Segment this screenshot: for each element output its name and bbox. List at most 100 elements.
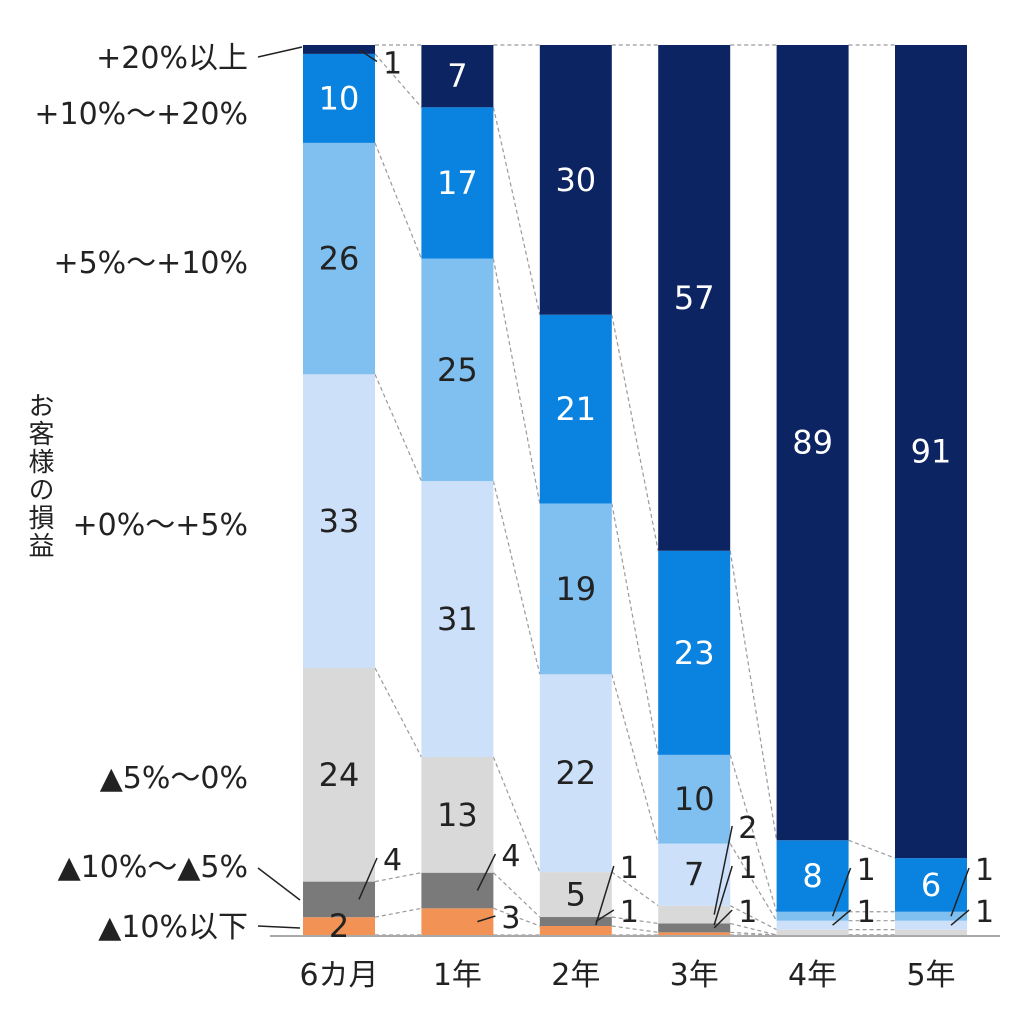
connector-line [492, 480, 541, 675]
connector-line [729, 843, 778, 922]
bar-value-label: 23 [674, 634, 715, 672]
x-tick-label: 2年 [551, 958, 600, 993]
bar-value-label: 21 [555, 390, 596, 428]
bar-segment [421, 45, 494, 108]
y-axis-label: お客様の損益 [24, 392, 54, 560]
bar-segment [421, 757, 494, 873]
connector-line [611, 674, 659, 844]
connector-line [374, 872, 422, 883]
x-tick-label: 4年 [788, 958, 837, 993]
bar-segment [303, 45, 375, 54]
bar-value-label: 8 [802, 857, 822, 895]
callout-leader [713, 865, 733, 926]
callout-value-label: 2 [738, 811, 757, 846]
bar-value-label: 5 [566, 876, 586, 914]
connector-line [611, 925, 659, 933]
bar-segment [658, 550, 731, 755]
connector-line [374, 374, 422, 482]
bar-segment [895, 911, 967, 921]
callout-value-label: 4 [383, 843, 402, 878]
callout-value-label: 1 [383, 46, 402, 81]
bar-value-label: 2 [329, 907, 349, 945]
bar-segment [421, 908, 494, 935]
bar-segment [303, 53, 375, 143]
x-tick-label: 1年 [433, 958, 482, 993]
connector-line [374, 142, 422, 259]
bar-value-label: 22 [555, 754, 596, 792]
bar-segment [421, 872, 494, 909]
callout-value-label: 1 [857, 895, 876, 930]
bar-value-label: 33 [319, 502, 360, 540]
connector-line [374, 907, 422, 918]
connector-line [374, 53, 422, 108]
connector-line [492, 107, 541, 315]
callout-value-label: 3 [501, 901, 520, 936]
bar-value-label: 89 [792, 424, 833, 462]
connector-line [611, 916, 659, 925]
callout-value-label: 4 [501, 839, 520, 874]
callout-value-label: 1 [975, 853, 994, 888]
bar-value-label: 57 [674, 279, 715, 317]
bar-segment [539, 917, 612, 927]
legend-label: ▲10%以下 [98, 910, 248, 945]
bar-segment [539, 314, 612, 504]
connector-line [611, 871, 659, 907]
bar-segment [658, 932, 731, 935]
connector-line [611, 314, 659, 551]
bar-value-label: 10 [674, 780, 715, 818]
bar-segment [303, 881, 375, 918]
connector-line [492, 258, 541, 504]
bar-segment [539, 45, 612, 315]
bar-value-label: 6 [921, 866, 941, 904]
bar-segment [303, 668, 375, 882]
bar-segment [303, 917, 375, 935]
legend-leader [257, 867, 301, 901]
bar-segment [776, 840, 849, 912]
bar-value-label: 7 [447, 57, 467, 95]
connector-line [729, 905, 777, 931]
bar-segment [303, 142, 375, 375]
bar-segment [776, 920, 849, 930]
legend-label: ▲10%～▲5% [58, 850, 248, 885]
connector-line [611, 503, 659, 755]
callout-value-label: 1 [620, 895, 639, 930]
bar-segment [421, 107, 494, 259]
callout-value-label: 1 [738, 851, 757, 886]
bar-segment [539, 926, 612, 935]
bar-segment [658, 45, 731, 551]
legend-leader [257, 925, 301, 929]
bar-segment [895, 858, 967, 912]
connector-line [730, 931, 777, 936]
bar-segment [303, 374, 375, 668]
bar-segment [658, 754, 731, 844]
legend-label: ▲5%～0% [100, 761, 248, 796]
callout-leader [832, 909, 852, 926]
x-tick-label: 5年 [906, 958, 955, 993]
x-tick-label: 3年 [670, 958, 719, 993]
callout-value-label: 1 [738, 895, 757, 930]
callout-leader [358, 48, 378, 63]
bar-segment [895, 929, 967, 935]
bar-segment [895, 45, 967, 859]
callout-leader [595, 865, 615, 926]
callout-leader [476, 853, 497, 891]
callout-leader [595, 909, 615, 923]
callout-leader [831, 867, 852, 917]
connector-line [374, 667, 422, 758]
legend-label: +10%～+20% [34, 97, 248, 132]
callout-value-label: 1 [975, 895, 994, 930]
callout-value-label: 1 [620, 851, 639, 886]
bar-value-label: 30 [555, 161, 596, 199]
bar-value-label: 26 [319, 240, 360, 278]
bar-value-label: 91 [911, 433, 952, 471]
legend-label: +20%以上 [96, 41, 248, 76]
connector-line [730, 922, 777, 936]
legend-leader [257, 46, 303, 58]
callout-value-label: 1 [857, 853, 876, 888]
connector-line [729, 550, 778, 841]
bar-value-label: 13 [437, 796, 478, 834]
bar-value-label: 25 [437, 351, 478, 389]
bar-segment [539, 674, 612, 873]
